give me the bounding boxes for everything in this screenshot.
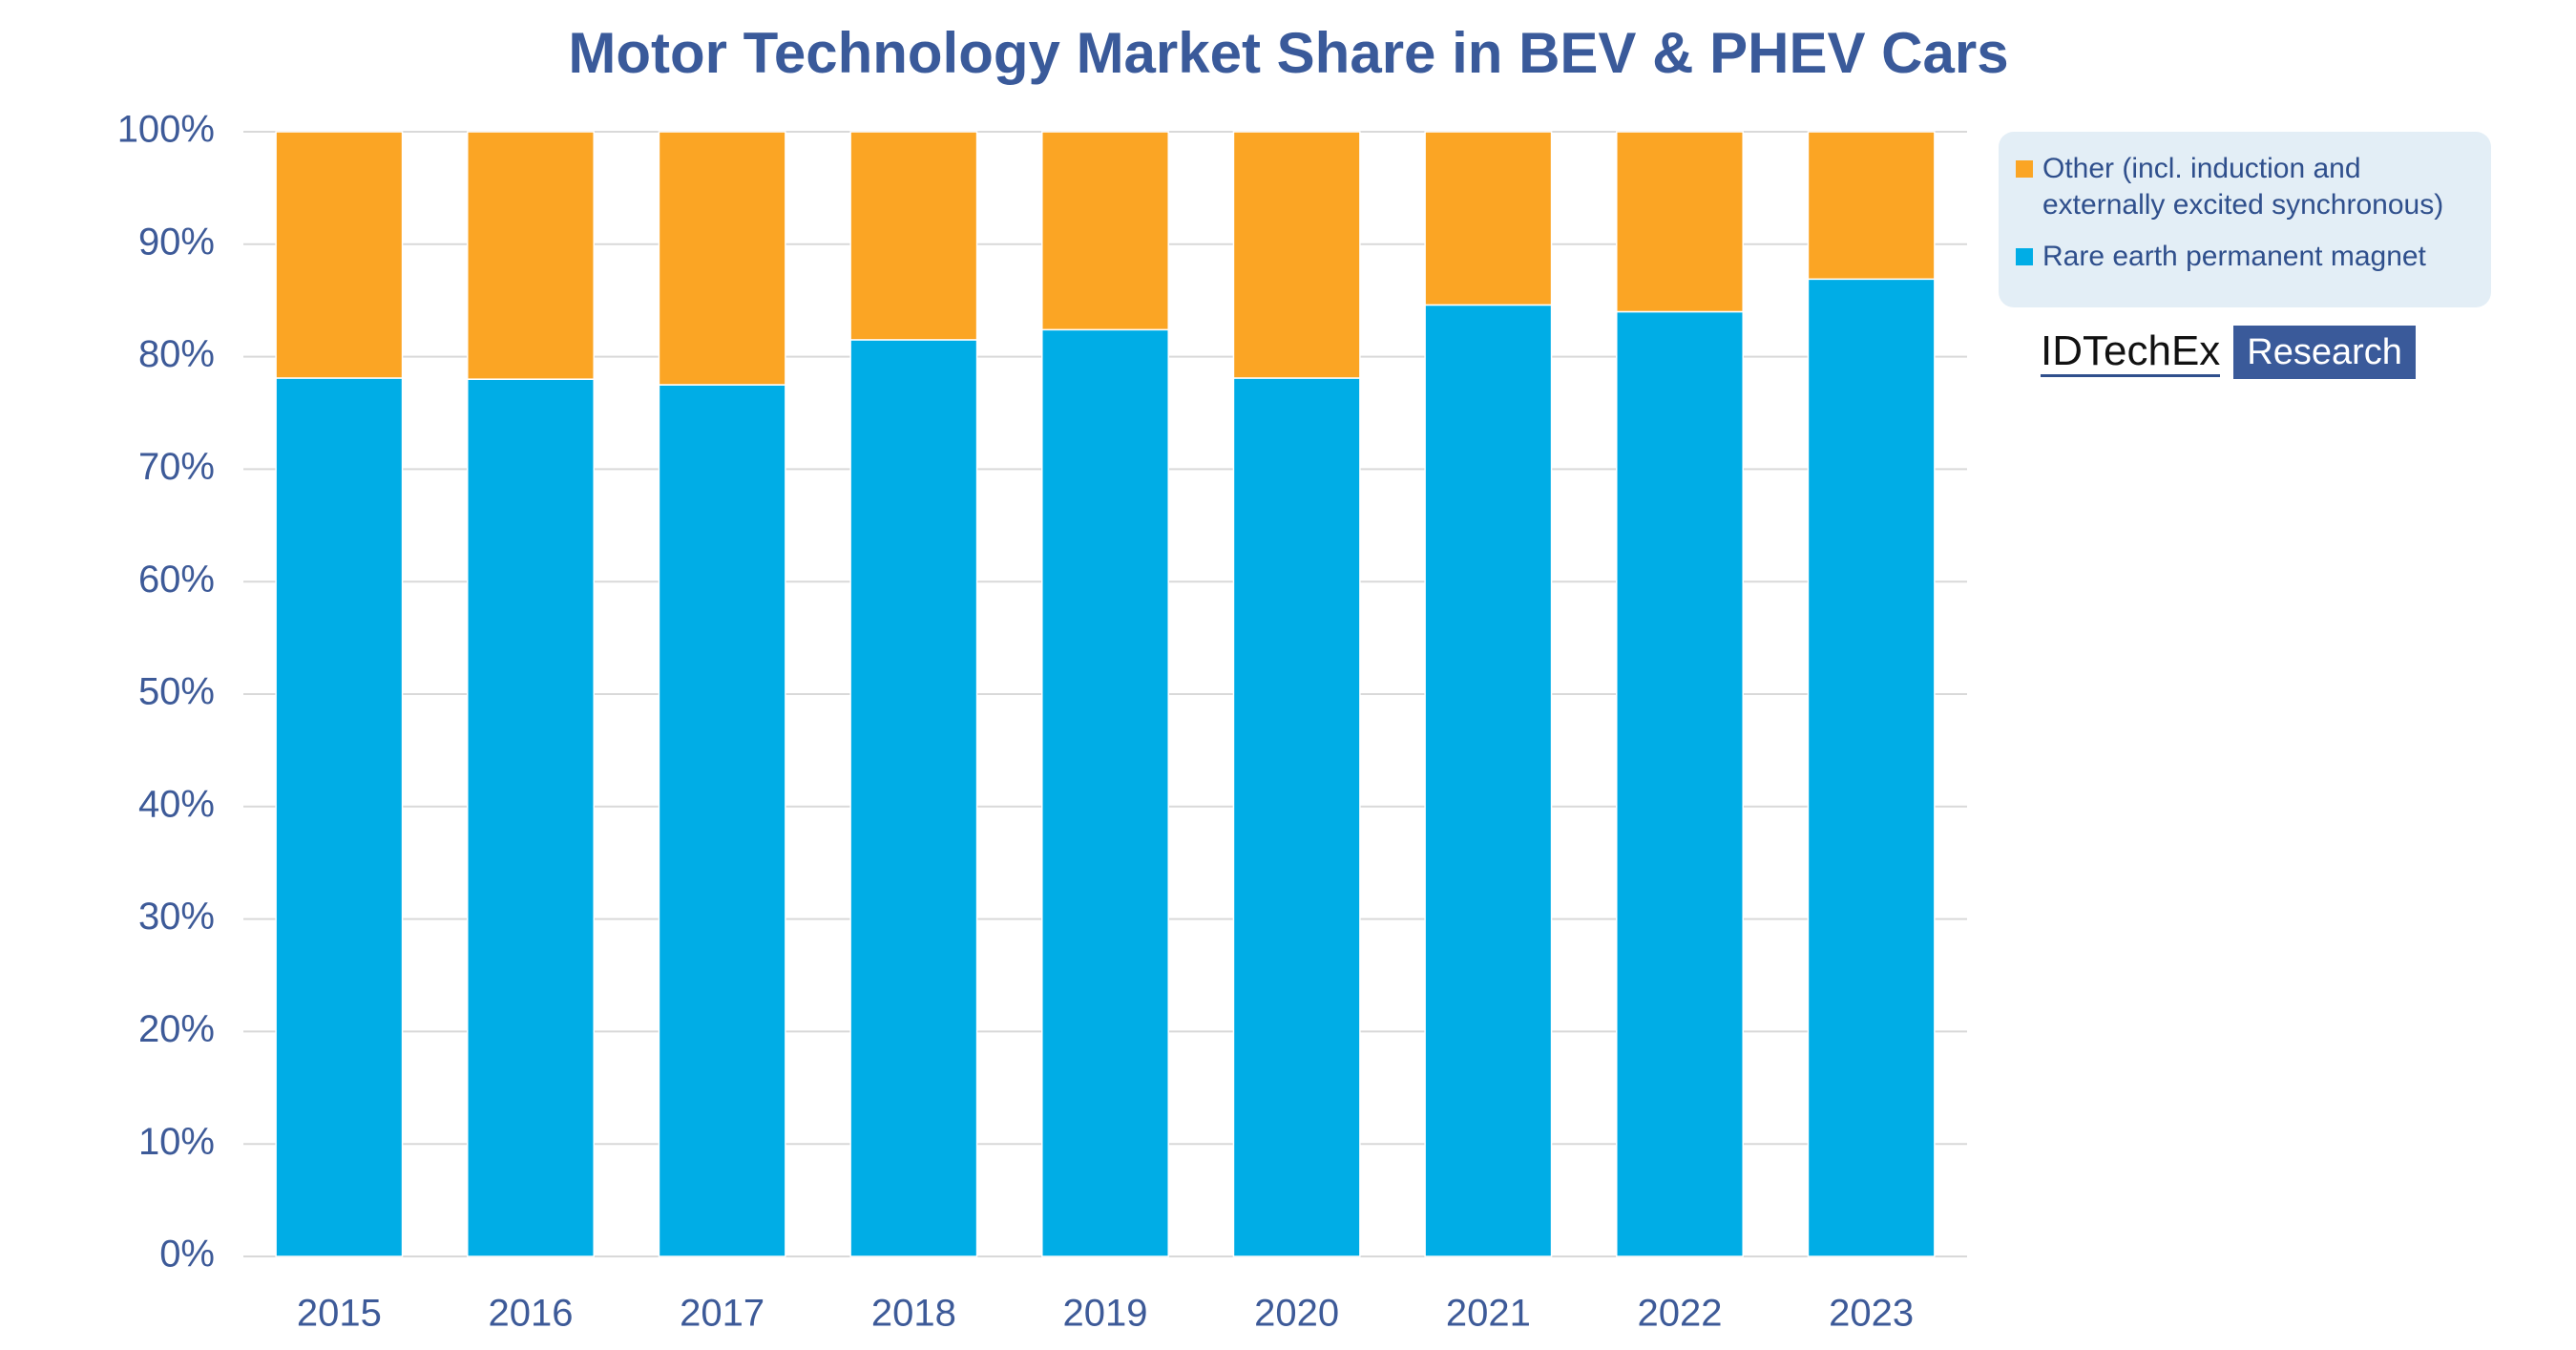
bar-segment (1424, 304, 1553, 1257)
x-tick-label: 2017 (680, 1293, 764, 1335)
bar-segment (1041, 328, 1169, 1257)
x-tick-label: 2023 (1829, 1293, 1914, 1335)
bar-segment (1807, 131, 1936, 281)
x-tick-label: 2021 (1446, 1293, 1531, 1335)
bar-segment (658, 131, 786, 386)
bar-segment (1807, 278, 1936, 1257)
legend-label: Rare earth permanent magnet (2042, 241, 2426, 272)
x-tick-label: 2020 (1254, 1293, 1339, 1335)
legend-item: Rare earth permanent magnet (2016, 239, 2474, 275)
y-tick-label: 40% (138, 783, 215, 825)
legend-item: Other (incl. induction and externally ex… (2016, 151, 2474, 223)
bar-segment (1041, 131, 1169, 331)
x-tick-label: 2019 (1063, 1293, 1148, 1335)
logo-suffix: Research (2233, 326, 2416, 379)
y-tick-label: 100% (117, 109, 215, 151)
legend: Other (incl. induction and externally ex… (1999, 132, 2491, 307)
bar-segment (1616, 310, 1744, 1257)
x-tick-label: 2022 (1638, 1293, 1723, 1335)
bar-segment (1424, 131, 1553, 306)
x-tick-label: 2016 (489, 1293, 574, 1335)
bar-segment (1232, 377, 1361, 1257)
bar-segment (467, 131, 595, 380)
legend-swatch (2016, 160, 2033, 178)
y-tick-label: 90% (138, 221, 215, 263)
chart-title: Motor Technology Market Share in BEV & P… (568, 21, 2008, 85)
x-tick-label: 2015 (297, 1293, 382, 1335)
y-tick-label: 10% (138, 1121, 215, 1163)
logo: IDTechEx Research (2041, 326, 2416, 379)
legend-swatch (2016, 248, 2033, 265)
legend-label: Other (incl. induction and externally ex… (2042, 153, 2444, 221)
bar-segment (275, 131, 404, 379)
y-tick-label: 50% (138, 671, 215, 713)
y-tick-label: 80% (138, 333, 215, 375)
bar-segment (658, 384, 786, 1257)
x-tick-label: 2018 (871, 1293, 956, 1335)
bar-segment (1616, 131, 1744, 313)
bar-segment (467, 378, 595, 1257)
bar-segment (1232, 131, 1361, 379)
y-tick-label: 0% (159, 1234, 215, 1276)
bar-segment (275, 377, 404, 1257)
bar-segment (849, 131, 978, 341)
y-tick-label: 20% (138, 1008, 215, 1050)
y-tick-label: 30% (138, 896, 215, 938)
y-tick-label: 60% (138, 559, 215, 601)
logo-brand: IDTechEx (2041, 327, 2221, 377)
y-tick-label: 70% (138, 446, 215, 488)
bar-segment (849, 339, 978, 1257)
